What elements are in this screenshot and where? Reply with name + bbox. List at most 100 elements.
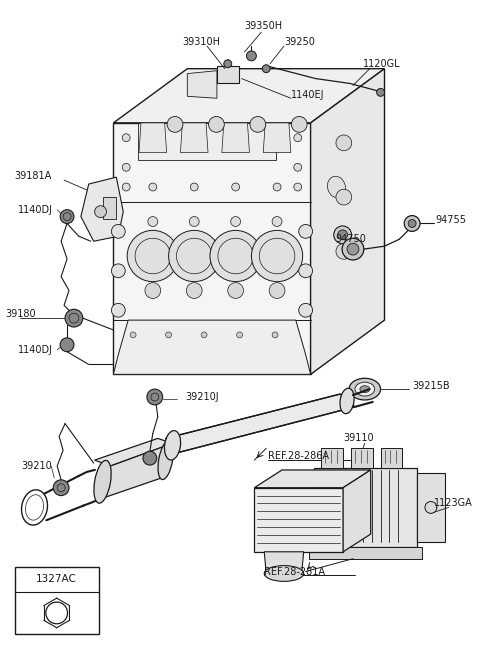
Text: 1140DJ: 1140DJ [18,345,53,355]
Circle shape [60,210,74,223]
Bar [351,448,372,468]
Circle shape [111,225,125,238]
Polygon shape [264,552,304,574]
Circle shape [269,283,285,299]
Circle shape [186,283,202,299]
Circle shape [111,303,125,317]
Text: 1140EJ: 1140EJ [291,90,324,100]
Polygon shape [139,123,167,153]
Text: 1123GA: 1123GA [434,498,473,508]
Bar [217,66,239,83]
Circle shape [272,217,282,227]
Polygon shape [138,123,276,160]
Circle shape [408,219,416,227]
Polygon shape [343,470,371,552]
Circle shape [336,189,352,205]
Circle shape [334,226,351,244]
Polygon shape [98,443,172,500]
Circle shape [247,51,256,61]
Circle shape [338,230,348,240]
Text: REF.28-286A: REF.28-286A [268,451,329,461]
Circle shape [272,332,278,338]
Ellipse shape [355,383,375,396]
Circle shape [190,183,198,191]
Circle shape [262,65,270,73]
Polygon shape [81,177,123,241]
Circle shape [347,243,359,255]
Circle shape [228,283,243,299]
Circle shape [149,183,157,191]
Circle shape [208,117,224,132]
Polygon shape [113,320,311,374]
Circle shape [224,60,232,67]
Bar [309,547,422,559]
Circle shape [201,332,207,338]
Text: 1140DJ: 1140DJ [18,204,53,215]
Bar [15,567,98,633]
Polygon shape [95,438,172,466]
Polygon shape [254,470,371,488]
Circle shape [95,206,107,217]
Ellipse shape [264,566,304,582]
Circle shape [294,183,302,191]
Text: 39180: 39180 [5,309,36,319]
Circle shape [377,88,384,96]
Bar [322,448,343,468]
Circle shape [237,332,242,338]
Circle shape [167,117,183,132]
Circle shape [143,451,157,465]
Text: 39215B: 39215B [412,381,450,391]
Circle shape [111,264,125,278]
Text: 1120GL: 1120GL [363,59,400,69]
Circle shape [299,264,312,278]
Bar [103,197,116,219]
Bar [313,468,417,547]
Ellipse shape [94,460,111,503]
Circle shape [168,231,220,282]
Polygon shape [222,123,250,153]
Circle shape [342,238,364,260]
Text: 39210J: 39210J [185,392,219,402]
Text: 39181A: 39181A [15,171,52,181]
Circle shape [65,309,83,327]
Circle shape [231,217,240,227]
Circle shape [145,283,161,299]
Polygon shape [180,123,208,153]
Ellipse shape [327,176,346,198]
Circle shape [252,231,303,282]
Circle shape [53,480,69,496]
Circle shape [299,303,312,317]
Text: REF.28-281A: REF.28-281A [264,567,325,576]
Circle shape [273,183,281,191]
Polygon shape [113,69,384,123]
Ellipse shape [360,386,370,392]
Circle shape [336,244,352,259]
Circle shape [60,338,74,352]
Circle shape [294,163,302,171]
Circle shape [291,117,307,132]
Circle shape [122,163,130,171]
Polygon shape [263,123,291,153]
Polygon shape [187,71,217,98]
Text: 39350H: 39350H [244,22,283,31]
Circle shape [127,231,179,282]
Circle shape [166,332,171,338]
Polygon shape [166,394,355,452]
Circle shape [232,183,240,191]
Circle shape [122,134,130,141]
Circle shape [404,215,420,231]
Ellipse shape [340,388,354,414]
Ellipse shape [349,379,381,400]
Circle shape [122,183,130,191]
Polygon shape [113,123,311,374]
Text: 39310H: 39310H [182,37,220,47]
Text: 94750: 94750 [335,234,366,244]
Ellipse shape [165,430,180,460]
Polygon shape [311,69,384,374]
Circle shape [299,225,312,238]
Circle shape [189,217,199,227]
Circle shape [148,217,158,227]
Circle shape [425,502,437,514]
Text: 39210: 39210 [22,461,52,471]
Bar [417,473,444,542]
